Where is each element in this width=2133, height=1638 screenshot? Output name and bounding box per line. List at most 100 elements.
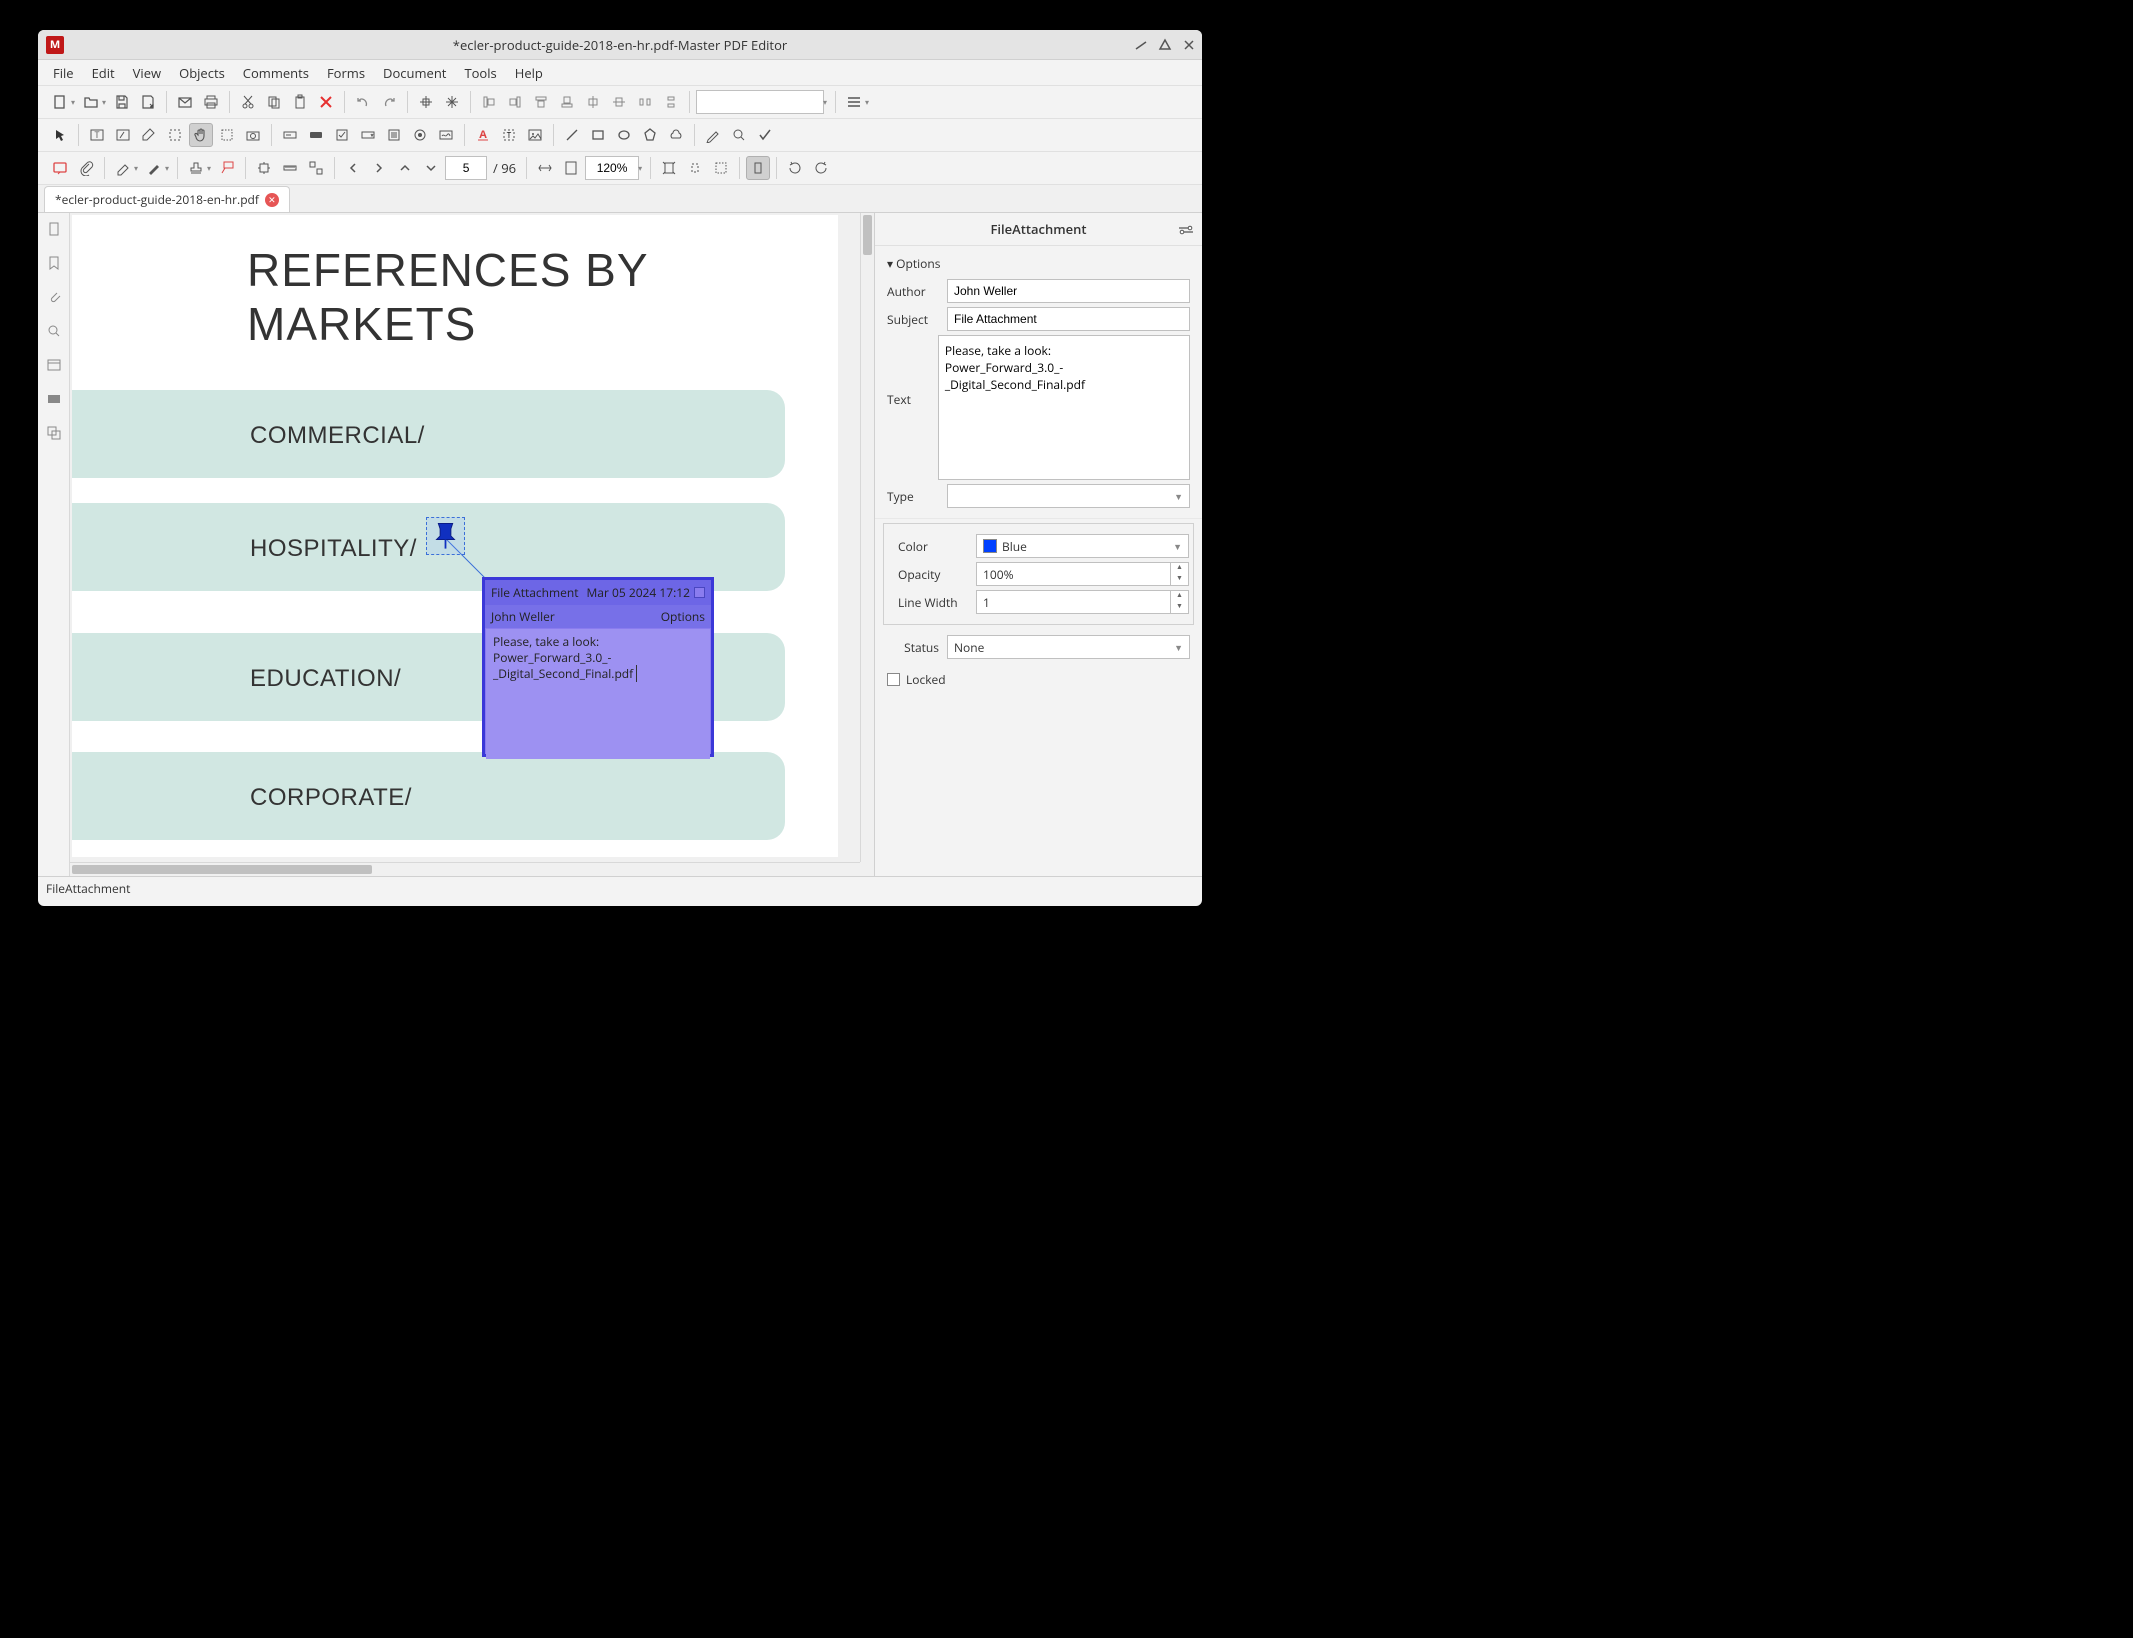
signatures-tab-icon[interactable]	[44, 389, 64, 409]
page-view[interactable]: REFERENCES BY MARKETS COMMERCIAL/ HOSPIT…	[72, 215, 838, 857]
undo-button[interactable]	[351, 90, 375, 114]
delete-button[interactable]	[314, 90, 338, 114]
menu-edit[interactable]: Edit	[83, 61, 124, 85]
menu-comments[interactable]: Comments	[234, 61, 318, 85]
line-tool[interactable]	[560, 123, 584, 147]
fit-width-button[interactable]	[533, 156, 557, 180]
snap-button[interactable]	[440, 90, 464, 114]
actual-size-button[interactable]	[657, 156, 681, 180]
paste-button[interactable]	[288, 90, 312, 114]
search-tab-icon[interactable]	[44, 321, 64, 341]
highlight-tool[interactable]	[111, 156, 135, 180]
form-combo-tool[interactable]	[356, 123, 380, 147]
save-button[interactable]	[110, 90, 134, 114]
file-attachment-annotation[interactable]	[426, 517, 465, 555]
status-select[interactable]: None▼	[947, 635, 1190, 659]
zoom-marquee-button[interactable]	[709, 156, 733, 180]
horizontal-scrollbar[interactable]	[70, 862, 860, 876]
next-page-button[interactable]	[367, 156, 391, 180]
close-icon[interactable]	[1182, 38, 1196, 52]
email-button[interactable]	[173, 90, 197, 114]
attach-tool[interactable]	[74, 156, 98, 180]
menu-tools[interactable]: Tools	[455, 61, 505, 85]
thumbnails-tab-icon[interactable]	[44, 219, 64, 239]
snapshot-tool[interactable]	[241, 123, 265, 147]
save-as-button[interactable]	[136, 90, 160, 114]
pencil-tool[interactable]	[701, 123, 725, 147]
menu-forms[interactable]: Forms	[318, 61, 374, 85]
align-top-button[interactable]	[529, 90, 553, 114]
text-tool[interactable]: T	[85, 123, 109, 147]
document-tab[interactable]: *ecler-product-guide-2018-en-hr.pdf ✕	[44, 186, 290, 212]
edit-form-tool[interactable]	[137, 123, 161, 147]
form-checkbox-tool[interactable]	[330, 123, 354, 147]
zoom-input[interactable]	[585, 156, 639, 180]
cloud-tool[interactable]	[664, 123, 688, 147]
subject-input[interactable]	[947, 307, 1190, 331]
rotate-cw-button[interactable]	[809, 156, 833, 180]
form-list-tool[interactable]	[382, 123, 406, 147]
select-area-tool[interactable]	[215, 123, 239, 147]
open-button[interactable]	[79, 90, 103, 114]
menu-help[interactable]: Help	[506, 61, 552, 85]
copy-button[interactable]	[262, 90, 286, 114]
fit-page-button[interactable]	[559, 156, 583, 180]
vertical-scrollbar[interactable]	[860, 213, 874, 862]
image-tool[interactable]	[523, 123, 547, 147]
area-tool[interactable]	[304, 156, 328, 180]
cut-button[interactable]	[236, 90, 260, 114]
text-input[interactable]	[938, 335, 1190, 480]
tab-close-icon[interactable]: ✕	[265, 193, 279, 207]
menu-view[interactable]: View	[124, 61, 170, 85]
annotation-popup[interactable]: File Attachment Mar 05 2024 17:12 John W…	[482, 577, 714, 757]
text-box-tool[interactable]: T	[497, 123, 521, 147]
color-select[interactable]: Blue▼	[976, 534, 1189, 558]
align-left-button[interactable]	[477, 90, 501, 114]
attachments-tab-icon[interactable]	[44, 287, 64, 307]
pen-tool[interactable]	[142, 156, 166, 180]
polygon-tool[interactable]	[638, 123, 662, 147]
prev-page-button[interactable]	[341, 156, 365, 180]
link-tool[interactable]	[252, 156, 276, 180]
maximize-icon[interactable]	[1158, 38, 1172, 52]
callout-tool[interactable]	[215, 156, 239, 180]
type-select[interactable]: ▼	[947, 484, 1190, 508]
popup-body[interactable]: Please, take a look: Power_Forward_3.0_-…	[486, 629, 710, 759]
rect-tool[interactable]	[586, 123, 610, 147]
popup-options-button[interactable]: Options	[661, 608, 705, 625]
grid-button[interactable]	[414, 90, 438, 114]
layers-tab-icon[interactable]	[44, 423, 64, 443]
menu-file[interactable]: File	[44, 61, 83, 85]
menu-objects[interactable]: Objects	[170, 61, 234, 85]
section-toggle[interactable]: ▾ Options	[887, 252, 1190, 275]
distribute-v-button[interactable]	[659, 90, 683, 114]
edit-tool[interactable]	[111, 123, 135, 147]
form-button-tool[interactable]	[304, 123, 328, 147]
form-radio-tool[interactable]	[408, 123, 432, 147]
prev-view-button[interactable]	[393, 156, 417, 180]
menu-document[interactable]: Document	[374, 61, 455, 85]
hand-tool[interactable]	[189, 123, 213, 147]
magnifier-tool[interactable]	[727, 123, 751, 147]
search-input[interactable]	[696, 90, 824, 114]
align-center-h-button[interactable]	[581, 90, 605, 114]
popup-minimize-icon[interactable]	[694, 587, 705, 598]
align-center-v-button[interactable]	[607, 90, 631, 114]
bookmarks-tab-icon[interactable]	[44, 253, 64, 273]
author-input[interactable]	[947, 279, 1190, 303]
zoom-fit-button[interactable]	[683, 156, 707, 180]
select-tool[interactable]	[48, 123, 72, 147]
minimize-icon[interactable]	[1134, 38, 1148, 52]
measure-tool[interactable]	[278, 156, 302, 180]
next-view-button[interactable]	[419, 156, 443, 180]
form-text-tool[interactable]	[278, 123, 302, 147]
new-doc-button[interactable]	[48, 90, 72, 114]
page-number-input[interactable]	[445, 156, 487, 180]
stamp-tool[interactable]	[184, 156, 208, 180]
rotate-ccw-button[interactable]	[783, 156, 807, 180]
fields-tab-icon[interactable]	[44, 355, 64, 375]
ellipse-tool[interactable]	[612, 123, 636, 147]
print-button[interactable]	[199, 90, 223, 114]
note-tool[interactable]	[48, 156, 72, 180]
align-right-button[interactable]	[503, 90, 527, 114]
